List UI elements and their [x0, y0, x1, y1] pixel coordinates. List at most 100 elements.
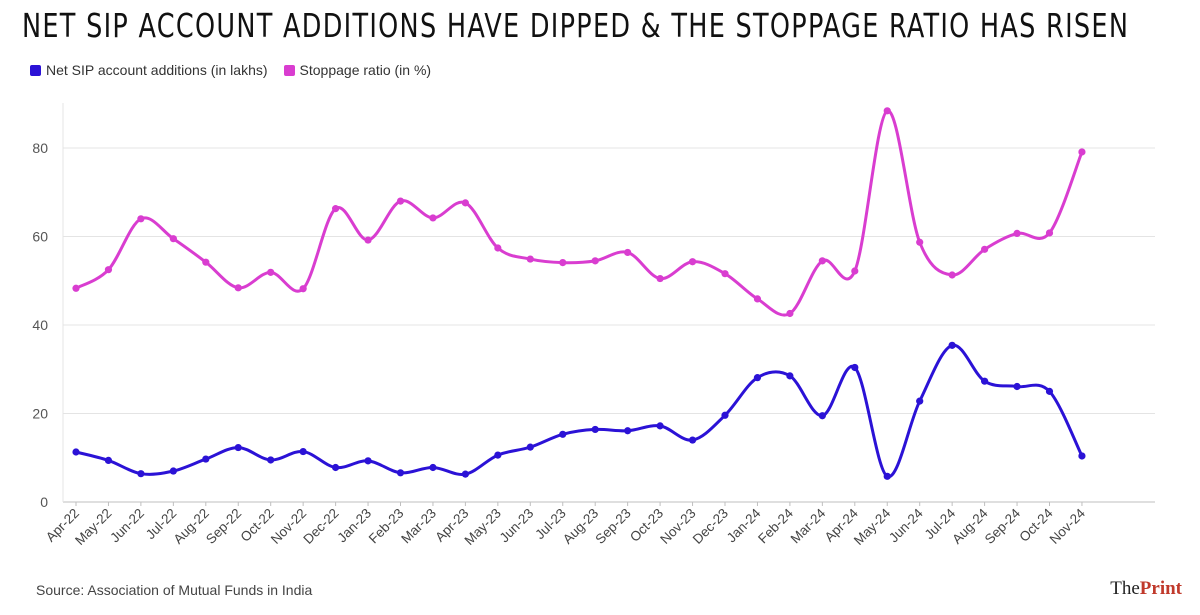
data-point-stoppage-ratio — [72, 284, 80, 292]
data-point-sip-additions — [364, 457, 372, 465]
data-point-stoppage-ratio — [461, 199, 469, 207]
data-point-stoppage-ratio — [818, 257, 826, 265]
x-tick-label: Jun-22 — [107, 506, 147, 546]
data-point-stoppage-ratio — [169, 235, 177, 243]
y-tick-label: 0 — [40, 494, 48, 510]
legend-label-sip-additions: Net SIP account additions (in lakhs) — [46, 62, 268, 78]
data-point-sip-additions — [137, 470, 145, 478]
y-tick-label: 60 — [32, 229, 48, 245]
data-point-stoppage-ratio — [332, 205, 340, 213]
x-tick-label: May-22 — [72, 506, 114, 548]
data-point-sip-additions — [1078, 452, 1086, 460]
data-point-stoppage-ratio — [883, 107, 891, 115]
data-point-sip-additions — [656, 422, 664, 430]
logo-main: Print — [1139, 578, 1182, 599]
data-point-stoppage-ratio — [786, 309, 794, 318]
logo-prefix: The — [1110, 578, 1140, 599]
data-point-stoppage-ratio — [688, 258, 697, 266]
data-point-sip-additions — [818, 412, 826, 420]
data-point-stoppage-ratio — [948, 271, 956, 279]
source-note: Source: Association of Mutual Funds in I… — [36, 582, 313, 598]
x-tick-label: Nov-24 — [1047, 505, 1089, 547]
data-point-sip-additions — [267, 456, 275, 464]
data-point-stoppage-ratio — [396, 197, 405, 205]
data-point-sip-additions — [396, 469, 405, 477]
data-point-sip-additions — [851, 363, 859, 372]
data-point-stoppage-ratio — [137, 215, 145, 223]
data-point-sip-additions — [559, 430, 567, 438]
data-point-stoppage-ratio — [494, 244, 502, 252]
data-point-sip-additions — [104, 456, 113, 465]
data-point-sip-additions — [721, 411, 729, 419]
chart-title: NET SIP ACCOUNT ADDITIONS HAVE DIPPED & … — [22, 6, 1130, 45]
x-tick-label: Aug-22 — [171, 506, 212, 547]
data-point-sip-additions — [753, 374, 762, 382]
x-tick-label: Mar-24 — [788, 505, 829, 546]
data-point-stoppage-ratio — [981, 245, 989, 253]
data-point-sip-additions — [591, 425, 599, 434]
y-tick-label: 20 — [32, 406, 48, 422]
x-tick-label: Sep-22 — [203, 506, 244, 547]
legend: Net SIP account additions (in lakhs) Sto… — [30, 62, 431, 78]
x-tick-label: Jun-23 — [497, 506, 537, 546]
data-point-sip-additions — [624, 427, 632, 435]
x-tick-label: Feb-24 — [755, 505, 796, 546]
data-point-stoppage-ratio — [429, 214, 437, 222]
data-point-stoppage-ratio — [591, 257, 599, 265]
data-point-stoppage-ratio — [721, 270, 729, 278]
data-point-sip-additions — [688, 436, 697, 444]
x-tick-label: Dec-23 — [690, 506, 731, 547]
data-point-sip-additions — [429, 463, 437, 472]
data-point-stoppage-ratio — [526, 255, 534, 263]
legend-swatch-sip-additions — [30, 64, 41, 76]
x-tick-label: Sep-23 — [592, 506, 633, 547]
data-point-sip-additions — [494, 451, 502, 459]
data-point-sip-additions — [234, 443, 242, 452]
legend-item-sip-additions[interactable]: Net SIP account additions (in lakhs) — [30, 62, 268, 78]
x-tick-label: Sep-24 — [982, 505, 1024, 547]
data-point-stoppage-ratio — [753, 295, 762, 303]
data-point-sip-additions — [1045, 387, 1054, 395]
data-point-stoppage-ratio — [624, 248, 632, 257]
data-point-stoppage-ratio — [656, 274, 664, 283]
data-point-sip-additions — [332, 463, 340, 472]
data-point-stoppage-ratio — [1078, 148, 1086, 156]
data-point-sip-additions — [202, 455, 210, 463]
data-point-stoppage-ratio — [1045, 229, 1054, 237]
data-point-stoppage-ratio — [267, 268, 275, 276]
data-point-stoppage-ratio — [851, 267, 859, 275]
x-tick-label: May-23 — [462, 506, 504, 548]
x-tick-label: Jun-24 — [886, 505, 926, 545]
data-point-stoppage-ratio — [299, 285, 307, 293]
series-line-sip-additions — [75, 343, 1084, 478]
x-tick-label: Nov-22 — [268, 506, 309, 547]
legend-item-stoppage-ratio[interactable]: Stoppage ratio (in %) — [283, 62, 432, 78]
x-tick-label: Nov-23 — [657, 506, 698, 547]
data-point-sip-additions — [1013, 382, 1021, 391]
data-point-sip-additions — [948, 341, 956, 349]
legend-label-stoppage-ratio: Stoppage ratio (in %) — [299, 62, 432, 78]
data-point-stoppage-ratio — [202, 258, 210, 266]
data-point-stoppage-ratio — [104, 266, 113, 274]
data-point-sip-additions — [786, 372, 794, 380]
data-point-sip-additions — [461, 470, 469, 478]
data-point-sip-additions — [916, 397, 924, 405]
series-line-stoppage-ratio — [75, 109, 1084, 317]
y-tick-label: 40 — [32, 317, 48, 333]
x-tick-label: Mar-23 — [398, 506, 439, 547]
data-point-sip-additions — [169, 467, 177, 475]
data-point-stoppage-ratio — [1013, 229, 1021, 238]
data-point-sip-additions — [981, 377, 989, 385]
data-point-sip-additions — [299, 447, 307, 456]
data-point-stoppage-ratio — [234, 284, 242, 292]
data-point-sip-additions — [72, 448, 80, 456]
publisher-logo: ThePrint — [1110, 578, 1182, 600]
legend-swatch-stoppage-ratio — [283, 64, 295, 76]
data-point-sip-additions — [526, 443, 534, 451]
x-tick-label: May-24 — [851, 505, 894, 548]
x-tick-label: Feb-23 — [366, 506, 407, 547]
x-tick-label: Dec-22 — [300, 506, 341, 547]
data-point-sip-additions — [883, 472, 891, 480]
y-tick-label: 80 — [32, 140, 48, 156]
